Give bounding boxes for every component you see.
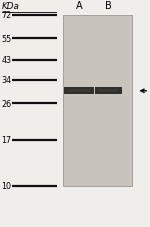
Bar <box>63 16 132 186</box>
Text: 34: 34 <box>2 76 12 85</box>
Text: 72: 72 <box>2 11 12 20</box>
Text: A: A <box>75 1 82 11</box>
Text: 43: 43 <box>2 56 12 65</box>
Bar <box>98 90 118 92</box>
Text: KDa: KDa <box>2 2 19 11</box>
Text: B: B <box>105 1 111 11</box>
Bar <box>68 90 90 92</box>
Text: 26: 26 <box>2 99 12 108</box>
Text: 55: 55 <box>2 35 12 44</box>
Bar <box>94 88 122 95</box>
Text: 10: 10 <box>2 182 12 191</box>
Bar <box>64 88 94 95</box>
Text: 17: 17 <box>2 136 12 145</box>
